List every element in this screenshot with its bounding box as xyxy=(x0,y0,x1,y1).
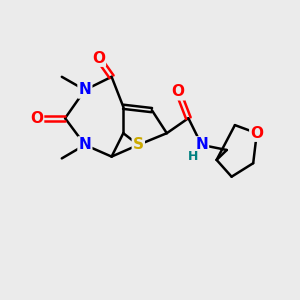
Text: O: O xyxy=(172,84,185,99)
Text: N: N xyxy=(195,137,208,152)
Text: O: O xyxy=(30,111,43,126)
Text: O: O xyxy=(250,126,263,141)
Text: H: H xyxy=(188,150,198,163)
Text: N: N xyxy=(79,137,91,152)
Text: S: S xyxy=(133,137,144,152)
Text: N: N xyxy=(79,82,91,98)
Text: O: O xyxy=(92,51,105,66)
